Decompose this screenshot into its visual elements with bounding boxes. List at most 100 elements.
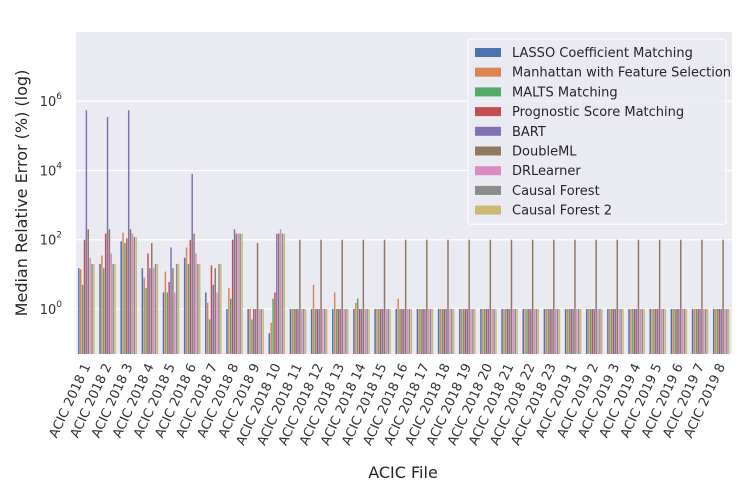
bar xyxy=(197,263,199,354)
y-tick-labels: 100 102 104 106 xyxy=(40,92,63,318)
bar xyxy=(514,308,516,354)
bar xyxy=(459,308,461,354)
legend-swatch xyxy=(475,48,501,57)
bar xyxy=(114,263,116,354)
bar xyxy=(643,308,645,354)
bar xyxy=(80,269,82,354)
bar xyxy=(172,268,174,354)
bar xyxy=(212,284,215,354)
bar xyxy=(427,308,430,354)
bar xyxy=(304,308,307,354)
bar xyxy=(593,308,595,354)
bar xyxy=(528,308,530,354)
bar xyxy=(416,308,419,354)
bar xyxy=(618,308,620,354)
bar xyxy=(126,238,128,354)
legend-box xyxy=(467,38,727,225)
bar xyxy=(220,263,222,354)
bar xyxy=(693,308,696,354)
bar xyxy=(335,308,338,354)
bar xyxy=(302,308,305,354)
bar xyxy=(343,308,345,354)
bar xyxy=(110,253,113,354)
bar xyxy=(620,308,622,354)
bar xyxy=(268,333,271,354)
bar xyxy=(316,308,319,354)
bar xyxy=(680,239,682,354)
bar xyxy=(724,308,726,354)
bar xyxy=(389,308,391,354)
bar xyxy=(183,257,186,354)
bar xyxy=(487,308,490,354)
bar xyxy=(472,308,474,354)
bar xyxy=(93,263,95,354)
bar xyxy=(706,308,709,354)
bar xyxy=(579,308,582,354)
bar xyxy=(112,263,114,354)
bar xyxy=(89,257,91,354)
bar xyxy=(701,239,703,354)
bar xyxy=(699,308,701,354)
bar xyxy=(712,308,715,354)
bar xyxy=(281,233,284,354)
bar xyxy=(216,292,218,354)
bar xyxy=(683,308,686,354)
bar xyxy=(610,308,613,354)
bar xyxy=(258,308,261,354)
bar xyxy=(622,308,624,354)
bar xyxy=(422,308,424,354)
bar xyxy=(612,308,615,354)
bar xyxy=(660,308,663,354)
bar xyxy=(318,308,320,354)
bar xyxy=(185,247,188,354)
bar xyxy=(310,308,313,354)
bar xyxy=(451,308,453,354)
bar xyxy=(493,308,495,354)
bar xyxy=(299,239,301,354)
bar xyxy=(101,255,103,354)
bar xyxy=(408,308,411,354)
bar xyxy=(154,263,157,354)
bar xyxy=(325,308,328,354)
bar xyxy=(333,292,336,354)
bar xyxy=(218,263,220,354)
bar xyxy=(597,308,599,354)
bar xyxy=(566,308,569,354)
bar xyxy=(295,308,297,354)
bar xyxy=(187,263,190,354)
y-tick-label: 100 xyxy=(40,300,63,318)
bar xyxy=(526,308,528,354)
bar xyxy=(676,308,678,354)
bar xyxy=(614,308,617,354)
legend-swatch xyxy=(475,87,501,97)
bar xyxy=(320,239,322,354)
bar xyxy=(649,308,651,354)
legend-entry: LASSO Coefficient Matching xyxy=(512,46,693,61)
bar xyxy=(87,229,89,354)
bar xyxy=(249,308,251,354)
bar xyxy=(556,308,559,354)
bar xyxy=(601,308,603,354)
bar xyxy=(289,308,292,354)
bar xyxy=(127,110,130,354)
bar xyxy=(81,284,84,354)
y-axis-label: Median Relative Error (%) (log) xyxy=(12,70,31,317)
bar xyxy=(403,308,405,354)
bar xyxy=(277,233,280,354)
bar xyxy=(466,308,469,354)
bar xyxy=(399,308,401,354)
bar xyxy=(314,308,317,354)
bar xyxy=(670,308,673,354)
bar xyxy=(591,308,594,354)
bar xyxy=(395,308,398,354)
bar xyxy=(174,292,176,354)
bar xyxy=(485,308,488,354)
legend-entry: Manhattan with Feature Selection xyxy=(512,66,731,81)
bar xyxy=(547,308,549,354)
bar xyxy=(228,288,230,354)
legend-swatch xyxy=(475,107,501,117)
bar xyxy=(630,308,632,354)
bar xyxy=(714,308,717,354)
bar xyxy=(297,308,299,354)
bar xyxy=(291,308,294,354)
